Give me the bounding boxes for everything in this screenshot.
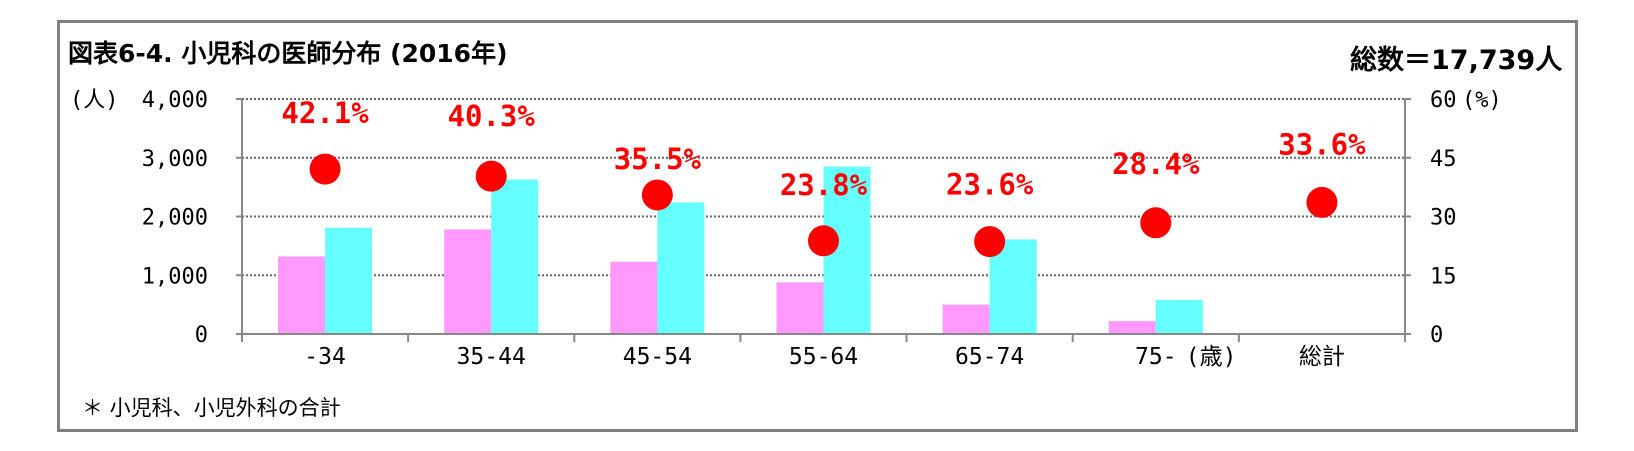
y-left-tick-label: 1,000 [142, 264, 208, 289]
x-tick-label: -34 [304, 344, 346, 370]
y-right-tick-label: 45 [1430, 147, 1457, 172]
y-right-tick-label: 0 [1430, 323, 1443, 348]
x-unit-label: (歳) [1186, 344, 1237, 370]
percent-label: 28.4% [1112, 147, 1200, 181]
y-left-tick-label: 0 [195, 323, 208, 348]
y-right-tick-label: 30 [1430, 206, 1457, 231]
percent-label: 42.1% [281, 96, 369, 130]
percent-label: 23.8% [780, 168, 868, 202]
y-right-axis-label: (%) [1462, 88, 1502, 113]
y-left-axis-label: (人) [70, 88, 119, 113]
percent-marker [309, 153, 341, 185]
bar-pink [278, 256, 326, 334]
x-tick-label: 総計 [1299, 344, 1345, 370]
x-tick-label: 55-64 [789, 344, 858, 370]
percent-marker [1140, 207, 1172, 239]
percent-label: 40.3% [448, 99, 536, 133]
percent-marker [808, 225, 839, 257]
y-right-tick-label: 15 [1430, 264, 1457, 289]
bar-cyan [325, 227, 373, 334]
bar-cyan [1155, 299, 1203, 334]
bar-pink [1108, 321, 1156, 334]
bar-cyan [657, 202, 705, 334]
bar-cyan [989, 239, 1037, 334]
percent-marker [641, 179, 673, 211]
percent-label: 35.5% [614, 142, 702, 176]
bar-pink [444, 229, 492, 334]
y-left-tick-label: 2,000 [142, 206, 208, 231]
chart-title: 図表6-4. 小児科の医師分布 (2016年) [68, 39, 508, 68]
x-tick-label: 65-74 [955, 344, 1024, 370]
x-tick-label: 45-54 [623, 344, 692, 370]
y-left-tick-label: 4,000 [142, 88, 208, 113]
bar-pink [942, 304, 990, 334]
total-count: 総数＝17,739人 [1350, 45, 1563, 76]
percent-label: 23.6% [946, 168, 1034, 202]
y-right-tick-label: 60 [1430, 88, 1457, 113]
x-tick-label: 35-44 [457, 344, 526, 370]
percent-marker [1306, 186, 1338, 218]
percent-label: 33.6% [1278, 127, 1366, 161]
y-left-tick-label: 3,000 [142, 147, 208, 172]
percent-marker [974, 226, 1006, 258]
chart-frame [57, 20, 1578, 432]
percent-marker [475, 160, 507, 192]
bar-pink [776, 282, 824, 334]
footnote: ＊ 小児科、小児外科の合計 [82, 396, 341, 420]
bar-cyan [491, 179, 539, 334]
x-tick-label: 75- [1135, 344, 1177, 370]
bar-pink [610, 261, 658, 334]
